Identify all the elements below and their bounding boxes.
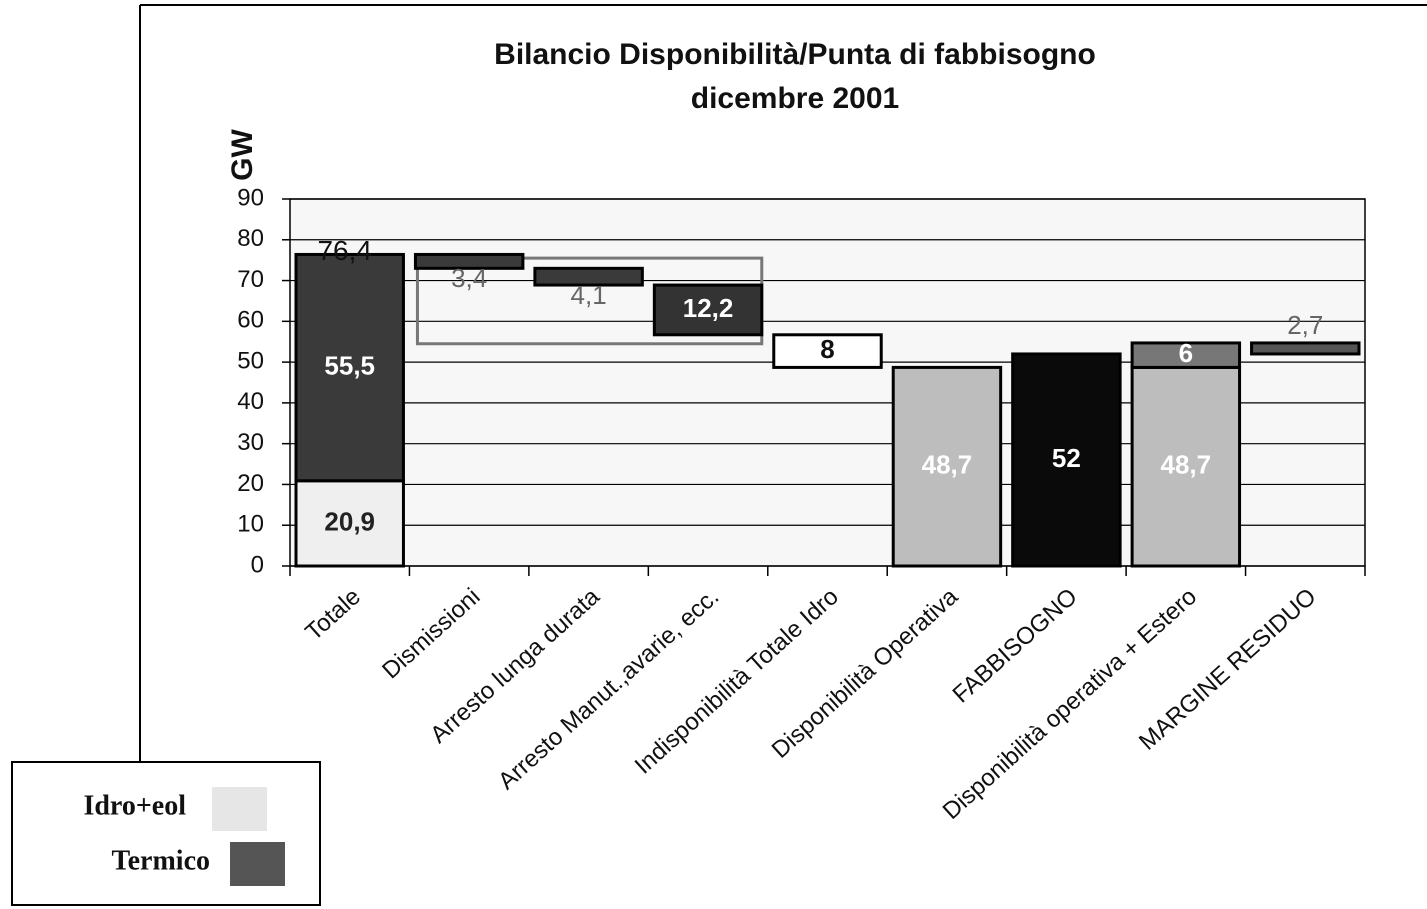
legend-swatch [230, 842, 285, 886]
y-tick-label: 10 [237, 511, 264, 538]
legend-swatch [212, 787, 267, 831]
y-tick-label: 80 [237, 225, 264, 252]
x-tick-label: Disponibilità operativa + Estero [938, 583, 1202, 825]
y-tick-label: 0 [251, 551, 264, 578]
chart-title: Bilancio Disponibilità/Punta di fabbisog… [494, 38, 1096, 71]
value-label: 8 [820, 334, 834, 364]
bar-segment [652, 283, 764, 337]
bar-segment [533, 266, 644, 287]
y-tick-label: 40 [237, 388, 264, 415]
bar-segment [294, 479, 405, 568]
bar-segment [891, 365, 1003, 568]
bar-segment [413, 252, 525, 270]
x-tick-label: Indisponibilità Totale Idro [630, 583, 844, 780]
y-tick-label: 30 [237, 429, 264, 456]
bar-segment [1250, 341, 1361, 356]
x-tick-label: FABBISOGNO [948, 583, 1083, 708]
value-label: 48,7 [922, 450, 973, 480]
y-tick-label: 70 [237, 266, 264, 293]
chart-subtitle: dicembre 2001 [691, 82, 899, 115]
legend-label: Termico [112, 845, 211, 876]
value-label: 6 [1179, 338, 1193, 368]
y-tick-label: 90 [237, 184, 264, 211]
value-label: 4,1 [571, 280, 607, 310]
x-tick-label: Dismissioni [377, 583, 485, 684]
value-label: 20,9 [324, 506, 375, 536]
value-label: 48,7 [1161, 450, 1212, 480]
bar-segment [772, 333, 883, 369]
x-tick-label: Totale [300, 583, 366, 646]
bar-segment [1130, 365, 1242, 568]
value-label: 12,2 [683, 293, 734, 323]
y-tick-label: 60 [237, 307, 264, 334]
value-label: 2,7 [1287, 310, 1323, 340]
y-tick-label: 20 [237, 470, 264, 497]
bar-segment [294, 252, 405, 483]
y-tick-label: 50 [237, 347, 264, 374]
x-tick-label: Arresto Manut.,avarie, ecc. [493, 583, 724, 795]
value-label: 52 [1052, 443, 1081, 473]
legend-label: Idro+eol [83, 790, 186, 821]
total-label: 76,4 [317, 235, 372, 266]
value-label: 55,5 [324, 350, 375, 380]
bar-segment [1130, 341, 1242, 369]
value-label: 3,4 [451, 263, 487, 293]
y-axis-label: GW [226, 128, 259, 180]
bar-segment [1011, 352, 1122, 568]
